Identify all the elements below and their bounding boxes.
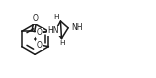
Text: NH: NH [71, 23, 83, 32]
Text: O: O [37, 41, 43, 50]
Text: H: H [60, 40, 65, 46]
Text: H: H [53, 14, 59, 20]
Text: O: O [37, 28, 43, 37]
Text: O: O [32, 14, 38, 23]
Text: HN: HN [47, 26, 59, 35]
